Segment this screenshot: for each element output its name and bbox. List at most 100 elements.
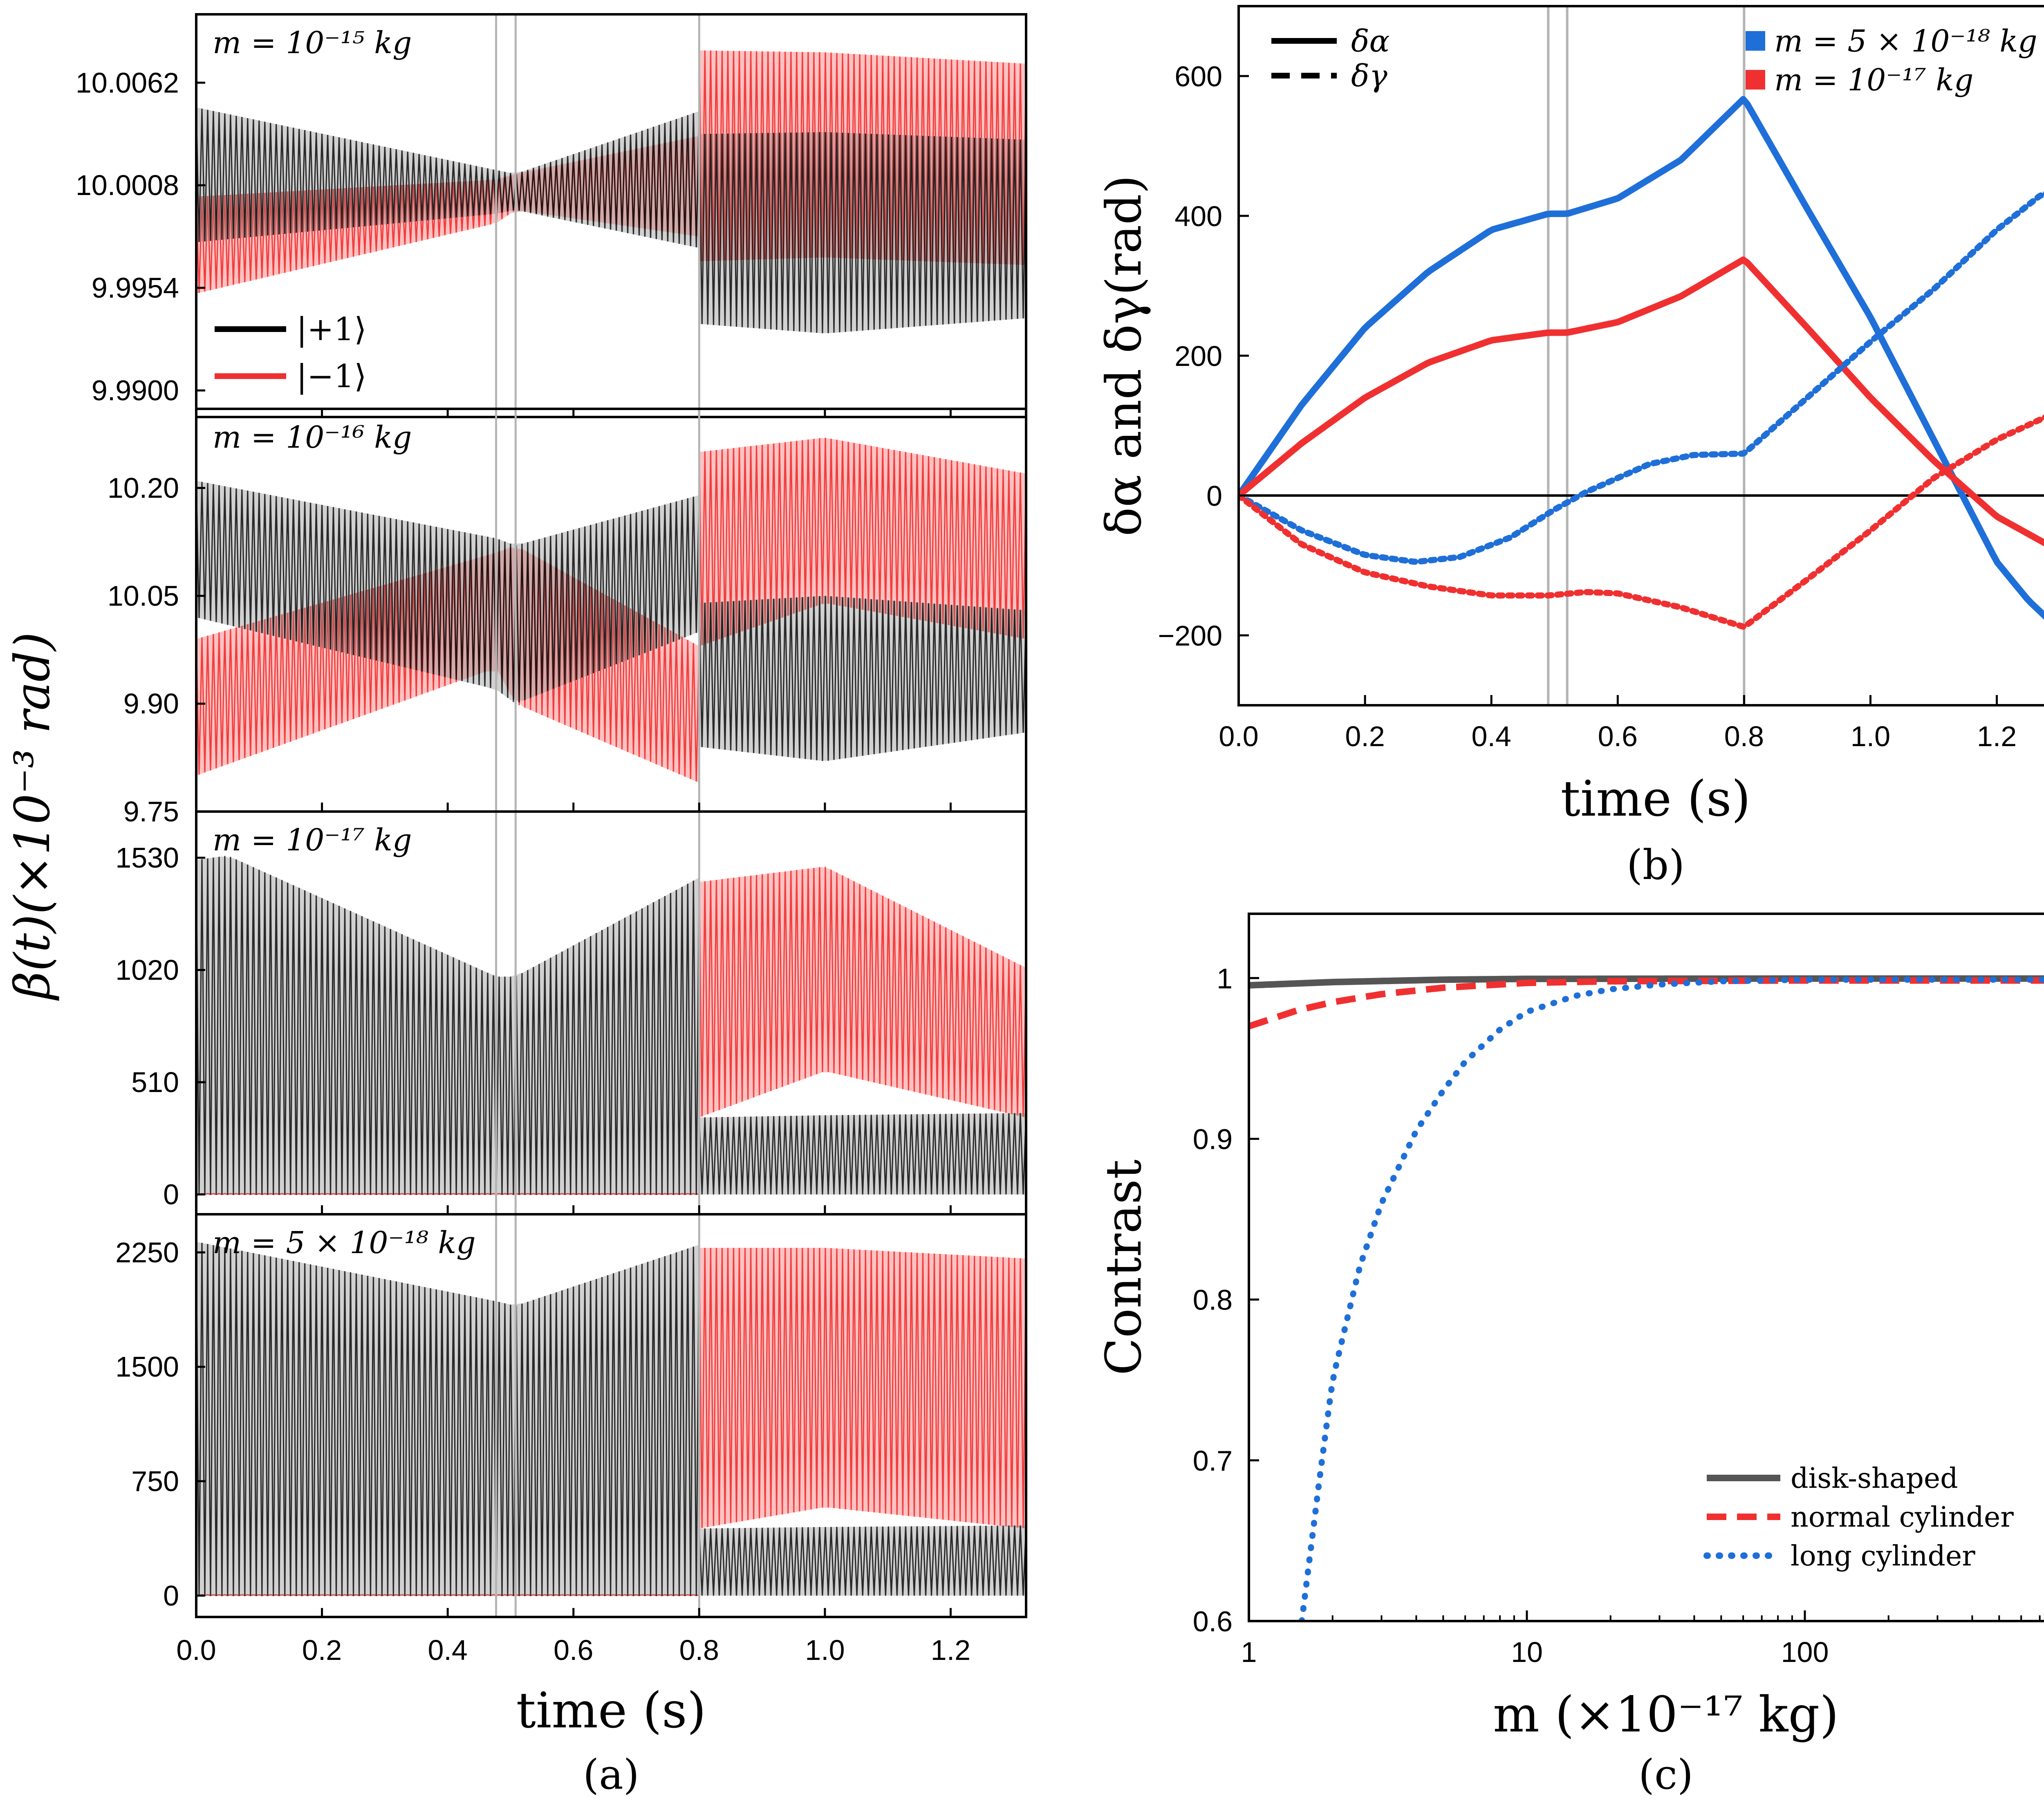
- subpanel-1-mass-annotation: m = 10⁻¹⁵ kg: [213, 25, 412, 61]
- subpanel-1-plus1-oscillation-1: [698, 132, 1026, 334]
- x-tick-label-2: 100: [1781, 1636, 1829, 1668]
- subpanel-2-y-tick-label-1: 9.90: [123, 688, 179, 720]
- subpanel-1-minus1-envelope-0: [196, 136, 699, 294]
- subpanel-3-plot-area: [196, 856, 1026, 1195]
- y-tick-label-1: 0: [1206, 480, 1222, 512]
- y-tick-label-4: 1: [1217, 962, 1233, 994]
- legend-label-0: |+1⟩: [296, 311, 367, 348]
- x-tick-label-5: 1.0: [1851, 720, 1890, 752]
- color-legend-swatch-1: [1746, 70, 1765, 90]
- subpanel-1-y-tick-label-0: 9.9900: [92, 375, 179, 406]
- subpanel-4-y-tick-label-1: 750: [131, 1465, 179, 1497]
- x-axis-title: time (s): [1561, 771, 1751, 827]
- style-legend-label-0: δα: [1351, 24, 1390, 59]
- x-tick-label-0: 1: [1241, 1636, 1257, 1668]
- subpanel-1-y-tick-label-1: 9.9954: [92, 272, 179, 304]
- y-tick-label-2: 200: [1174, 340, 1222, 372]
- x-tick-label-0: 0.0: [1219, 720, 1258, 752]
- subpanel-4-plus1-oscillation-1: [698, 1525, 1026, 1596]
- subpanel-2-plot-area: [196, 437, 1026, 783]
- plot-area: [1249, 975, 2044, 1621]
- x-tick-label-3: 0.6: [1598, 720, 1638, 752]
- subpanel-4-minus1-oscillation-0: [196, 1594, 699, 1597]
- subpanel-2-y-tick-label-3: 10.20: [108, 472, 179, 504]
- subpanel-4-plus1-oscillation-0: [196, 1242, 700, 1596]
- x-tick-label-2: 0.4: [428, 1634, 467, 1666]
- frame: [1248, 913, 2044, 1622]
- subpanel-3-minus1-oscillation-0: [196, 1193, 699, 1195]
- subpanel-2-mass-annotation: m = 10⁻¹⁶ kg: [213, 420, 412, 455]
- subpanel-3-minus1-oscillation-1: [698, 867, 1026, 1117]
- x-tick-label-1: 0.2: [1345, 720, 1385, 752]
- legend-label-2: long cylinder: [1791, 1540, 1975, 1572]
- frame: [1237, 5, 2044, 706]
- subpanel-3-y-tick-label-3: 1530: [115, 842, 179, 874]
- x-tick-label-4: 0.8: [1724, 720, 1764, 752]
- subpanel-2-minus1-envelope-1: [699, 438, 1026, 646]
- subpanel-4-y-tick-label-3: 2250: [115, 1236, 179, 1268]
- subpanel-1-minus1-oscillation-1: [698, 50, 1026, 265]
- legend-label-1: normal cylinder: [1791, 1501, 2014, 1534]
- style-legend-label-1: δγ: [1351, 58, 1388, 94]
- subpanel-3-y-tick-label-0: 0: [163, 1179, 179, 1211]
- subpanel-1-frame: [195, 13, 1027, 418]
- panel-caption: (b): [1627, 841, 1685, 889]
- color-legend-label-1: m = 10⁻¹⁷ kg: [1774, 63, 1974, 98]
- subpanel-1-plus1-oscillation-0: [196, 107, 700, 248]
- subpanel-4-y-tick-label-0: 0: [163, 1580, 179, 1612]
- x-tick-label-5: 1.0: [805, 1634, 845, 1666]
- subpanel-2-plus1-oscillation-0: [196, 480, 700, 702]
- x-tick-label-4: 0.8: [679, 1634, 719, 1666]
- y-axis-title: δα and δγ(rad): [1096, 175, 1152, 536]
- series-line-3: [1239, 414, 2044, 630]
- series-line-1: [1239, 256, 2044, 547]
- y-tick-label-0: 0.6: [1193, 1606, 1233, 1637]
- panel-caption: (c): [1638, 1751, 1693, 1799]
- subpanel-3-plus1-oscillation-0: [196, 856, 700, 1195]
- subpanel-1-y-tick-label-2: 10.0008: [76, 169, 179, 201]
- y-tick-label-3: 0.9: [1193, 1123, 1233, 1155]
- subpanel-2-plus1-envelope-1: [699, 596, 1026, 761]
- color-legend-swatch-0: [1746, 31, 1765, 51]
- subpanel-2-y-tick-label-0: 9.75: [123, 796, 179, 827]
- panel-caption: (a): [583, 1751, 639, 1799]
- subpanel-4-plot-area: [196, 1242, 1026, 1597]
- x-tick-label-1: 10: [1511, 1636, 1543, 1668]
- subpanel-3-y-tick-label-1: 510: [131, 1066, 179, 1098]
- x-tick-label-3: 0.6: [554, 1634, 593, 1666]
- series-line-2: [1239, 191, 2044, 565]
- x-tick-label-6: 1.2: [1977, 720, 2017, 752]
- x-tick-label-0: 0.0: [176, 1634, 216, 1666]
- subpanel-4-plus1-envelope-1: [699, 1525, 1026, 1596]
- subpanel-2-y-tick-label-2: 10.05: [108, 580, 179, 612]
- y-tick-label-4: 600: [1174, 61, 1222, 92]
- x-tick-label-6: 1.2: [931, 1634, 970, 1666]
- x-tick-label-1: 0.2: [302, 1634, 342, 1666]
- subpanel-2-minus1-oscillation-1: [698, 437, 1026, 646]
- subpanel-4-mass-annotation: m = 5 × 10⁻¹⁸ kg: [213, 1225, 476, 1260]
- subpanel-1-plot-area: [196, 50, 1026, 334]
- subpanel-3-y-tick-label-2: 1020: [115, 954, 179, 986]
- subpanel-4-frame: [195, 1213, 1027, 1618]
- panel-c-contrast-vs-mass: 11010010000.60.70.80.91disk-shapednormal…: [1096, 913, 2044, 1799]
- series-line-1: [1249, 977, 2044, 1029]
- color-legend-label-0: m = 5 × 10⁻¹⁸ kg: [1774, 24, 2037, 59]
- plot-area: [1239, 6, 2044, 705]
- x-axis-title: time (s): [516, 1682, 706, 1739]
- subpanel-4-minus1-oscillation-1: [698, 1248, 1026, 1528]
- series-line-0: [1239, 96, 2044, 620]
- subpanel-2-minus1-oscillation-0: [196, 546, 700, 782]
- y-tick-label-1: 0.7: [1193, 1445, 1233, 1477]
- subpanel-1-plus1-envelope-1: [699, 132, 1026, 333]
- y-axis-title: β(t)(×10⁻³ rad): [4, 632, 61, 1001]
- legend-label-0: disk-shaped: [1791, 1462, 1958, 1495]
- subpanel-3-mass-annotation: m = 10⁻¹⁷ kg: [213, 823, 412, 858]
- x-tick-label-2: 0.4: [1472, 720, 1511, 752]
- x-axis-title: m (×10⁻¹⁷ kg): [1493, 1686, 1839, 1743]
- y-axis-title: Contrast: [1096, 1159, 1152, 1375]
- y-tick-label-2: 0.8: [1193, 1284, 1233, 1316]
- legend-label-1: |−1⟩: [296, 358, 367, 395]
- subpanel-3-plus1-oscillation-1: [698, 1113, 1026, 1195]
